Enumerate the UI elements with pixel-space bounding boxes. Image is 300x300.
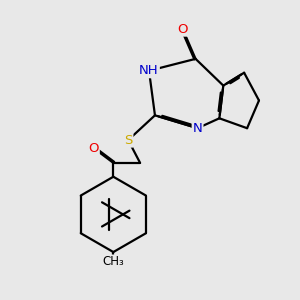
Text: CH₃: CH₃	[103, 256, 124, 268]
Text: O: O	[88, 142, 99, 154]
Text: N: N	[193, 122, 202, 135]
Text: O: O	[177, 22, 188, 36]
Text: S: S	[124, 134, 132, 147]
Text: NH: NH	[139, 64, 159, 77]
